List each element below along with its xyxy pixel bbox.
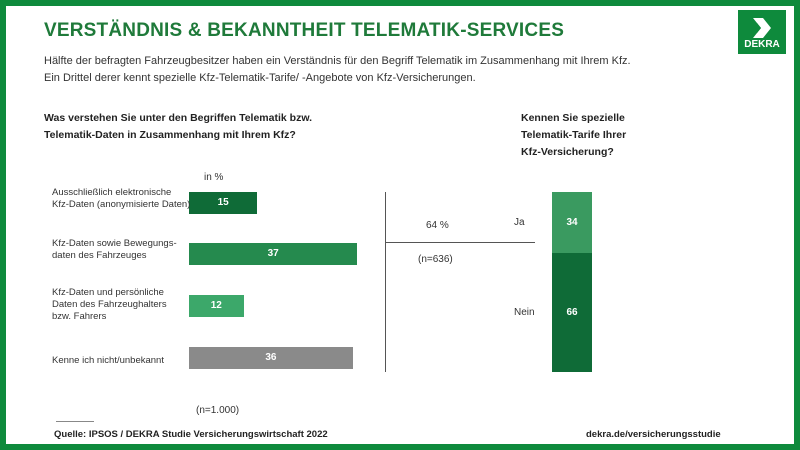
question-right: Kennen Sie spezielle Telematik-Tarife Ih…: [521, 110, 626, 161]
category-label-4: Kenne ich nicht/unbekannt: [52, 355, 192, 367]
question-left-line-2: Telematik-Daten in Zusammenhang mit Ihre…: [44, 129, 296, 141]
category-label-line: Ausschließlich elektronische: [52, 187, 172, 198]
subtitle-line-2: Ein Drittel derer kennt spezielle Kfz-Te…: [44, 72, 476, 84]
stack-segment-ja: [552, 192, 592, 254]
divider-line: [385, 192, 386, 372]
bar-value-3: 12: [210, 300, 222, 311]
category-label-line: bzw. Fahrers: [52, 311, 107, 322]
stack-value-ja: 34: [566, 216, 578, 228]
subtitle: Hälfte der befragten Fahrzeugbesitzer ha…: [44, 53, 631, 87]
question-right-line-2: Telematik-Tarife Ihrer: [521, 129, 627, 141]
bar-3: [189, 295, 244, 317]
category-label-2: Kfz-Daten sowie Bewegungs-daten des Fahr…: [52, 238, 192, 262]
bar-value-1: 15: [217, 197, 229, 208]
bar-value-2: 37: [267, 248, 279, 259]
sample-size-left: (n=1.000): [196, 405, 240, 416]
connector-arrow: [385, 242, 535, 243]
stack-label-ja: Ja: [514, 216, 525, 228]
page-title: VERSTÄNDNIS & BEKANNTHEIT TELEMATIK-SERV…: [44, 20, 565, 41]
category-label-line: daten des Fahrzeuges: [52, 250, 147, 261]
dekra-logo: DEKRA: [738, 10, 786, 54]
question-right-line-3: Kfz-Versicherung?: [521, 146, 614, 158]
category-label-3: Kfz-Daten und persönliche Daten des Fahrz…: [52, 287, 192, 323]
dekra-logo-text: DEKRA: [744, 39, 780, 50]
source-text: Quelle: IPSOS / DEKRA Studie Versicherun…: [54, 429, 328, 440]
category-label-line: Daten des Fahrzeughalters: [52, 299, 167, 310]
source-separator: [56, 421, 94, 422]
question-right-line-1: Kennen Sie spezielle: [521, 112, 625, 124]
category-label-line: Kfz-Daten sowie Bewegungs-: [52, 238, 177, 249]
subtitle-line-1: Hälfte der befragten Fahrzeugbesitzer ha…: [44, 55, 631, 67]
bar-2: [189, 243, 358, 265]
bar-4: [189, 347, 353, 369]
bar-value-4: 36: [265, 352, 277, 363]
question-left-line-1: Was verstehen Sie unter den Begriffen Te…: [44, 112, 313, 124]
stack-value-nein: 66: [566, 306, 578, 318]
footer-url: dekra.de/versicherungsstudie: [586, 429, 721, 440]
stack-label-nein: Nein: [514, 306, 535, 318]
bar-1: [189, 192, 258, 214]
unit-label: in %: [204, 172, 224, 183]
connector-percent: 64 %: [426, 220, 449, 231]
category-label-1: Ausschließlich elektronische Kfz-Daten (a…: [52, 187, 192, 211]
slide: VERSTÄNDNIS & BEKANNTHEIT TELEMATIK-SERV…: [6, 6, 794, 444]
question-left: Was verstehen Sie unter den Begriffen Te…: [44, 110, 312, 144]
stack-segment-nein: [552, 253, 592, 372]
sample-size-right: (n=636): [418, 254, 453, 265]
dekra-logo-icon: [753, 18, 771, 38]
category-label-line: Kenne ich nicht/unbekannt: [52, 355, 164, 366]
category-label-line: Kfz-Daten und persönliche: [52, 287, 164, 298]
category-label-line: Kfz-Daten (anonymisierte Daten): [52, 199, 191, 210]
